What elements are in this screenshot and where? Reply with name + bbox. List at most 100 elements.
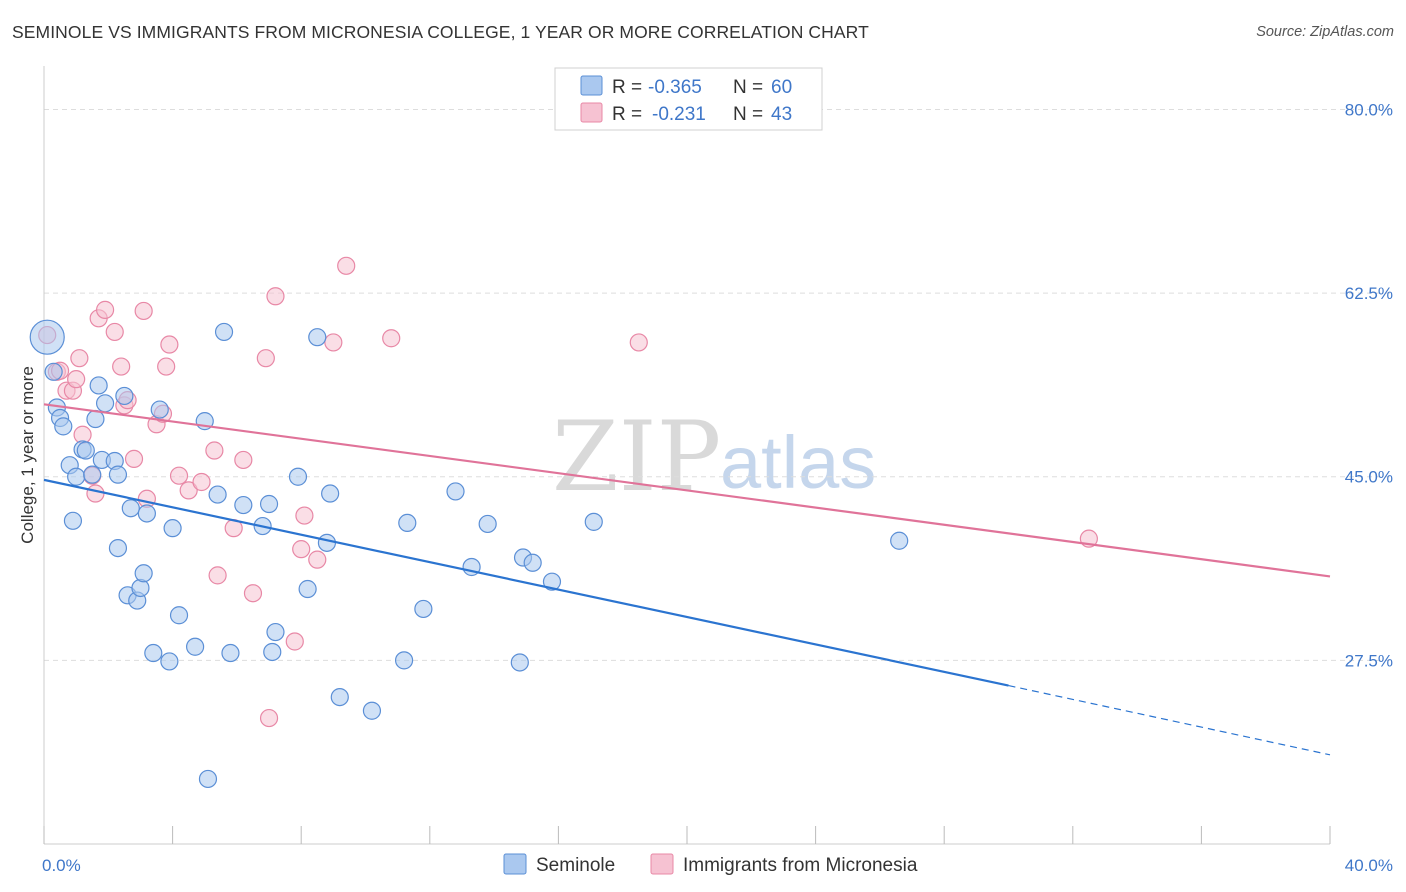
legend-r-value-2: -0.231 — [652, 104, 706, 125]
seminole-point-26 — [150, 400, 169, 419]
legend-bottom-swatch-seminole — [503, 853, 527, 875]
seminole-point-56 — [523, 553, 542, 572]
trend-lines — [43, 403, 1331, 756]
seminole-trend-line — [43, 478, 1009, 687]
micronesia-point-34 — [285, 632, 304, 651]
micronesia-point-21 — [157, 357, 176, 376]
micronesia-point-9 — [86, 484, 105, 503]
seminole-point-58 — [584, 512, 603, 531]
series-seminole-points — [29, 319, 909, 789]
series-micronesia-points — [38, 256, 1098, 728]
seminole-point-40 — [266, 622, 285, 642]
seminole-point-23 — [134, 564, 153, 583]
micronesia-point-23 — [169, 466, 189, 485]
legend-n-value-2: 43 — [771, 104, 792, 125]
micronesia-point-33 — [266, 287, 285, 306]
seminole-point-12 — [89, 376, 108, 395]
seminole-point-39 — [263, 642, 282, 662]
micronesia-trend-line — [43, 403, 1331, 578]
seminole-point-16 — [108, 465, 128, 484]
seminole-point-53 — [478, 514, 497, 534]
micronesia-point-29 — [234, 450, 253, 470]
x-tick-labels: 0.0% 40.0% — [42, 856, 1393, 875]
y-axis-label: College, 1 year or more — [18, 366, 37, 544]
micronesia-point-24 — [179, 481, 198, 500]
legend-bottom-swatch-micronesia — [650, 853, 674, 875]
legend-r-label-2: R = — [612, 104, 642, 125]
seminole-point-7 — [67, 467, 86, 486]
seminole-point-54 — [510, 653, 529, 672]
micronesia-point-41 — [629, 333, 648, 352]
seminole-point-48 — [394, 651, 414, 670]
seminole-point-20 — [121, 499, 140, 518]
micronesia-point-40 — [382, 329, 401, 348]
y-tick-label-1: 45.0% — [1345, 468, 1393, 487]
seminole-point-43 — [308, 328, 327, 347]
micronesia-point-39 — [337, 256, 356, 275]
seminole-point-10 — [83, 465, 102, 484]
seminole-point-27 — [160, 652, 179, 671]
seminole-point-30 — [186, 637, 205, 656]
seminole-point-34 — [214, 322, 234, 342]
x-tick-label-min: 0.0% — [42, 856, 81, 875]
seminole-point-44 — [317, 533, 337, 552]
seminole-point-32 — [198, 769, 218, 789]
y-tick-label-0: 27.5% — [1345, 651, 1393, 670]
seminole-point-6 — [63, 511, 83, 530]
seminole-point-45 — [321, 484, 340, 503]
seminole-point-29 — [169, 606, 189, 625]
micronesia-point-12 — [105, 322, 124, 342]
seminole-point-4 — [54, 417, 73, 436]
seminole-point-36 — [234, 495, 253, 515]
micronesia-point-16 — [124, 449, 144, 469]
seminole-point-41 — [288, 467, 308, 486]
legend-top: R = -0.365 N = 60 R = -0.231 N = 43 — [554, 67, 823, 131]
seminole-point-50 — [414, 599, 433, 619]
seminole-point-38 — [259, 494, 279, 514]
x-tick-label-max: 40.0% — [1345, 856, 1393, 875]
micronesia-point-26 — [205, 441, 224, 460]
watermark: ZIP atlas — [552, 401, 876, 513]
axes — [43, 66, 1331, 845]
legend-n-label-2: N = — [733, 104, 763, 125]
micronesia-point-17 — [134, 301, 153, 321]
seminole-point-17 — [108, 538, 128, 558]
seminole-trend-extension — [1008, 684, 1331, 756]
seminole-point-14 — [95, 394, 115, 413]
seminole-point-24 — [137, 504, 156, 523]
seminole-point-35 — [221, 643, 240, 663]
seminole-point-33 — [208, 485, 227, 504]
legend-n-value-1: 60 — [771, 77, 792, 98]
micronesia-point-5 — [67, 370, 86, 389]
seminole-point-25 — [144, 643, 163, 663]
micronesia-point-32 — [259, 708, 279, 728]
seminole-point-46 — [330, 687, 349, 707]
legend-bottom-label-seminole: Seminole — [536, 855, 615, 876]
chart-source: Source: ZipAtlas.com — [1256, 24, 1394, 40]
seminole-point-9 — [76, 441, 95, 460]
legend-bottom-label-micronesia: Immigrants from Micronesia — [683, 855, 918, 876]
micronesia-point-22 — [160, 335, 179, 354]
legend-swatch-micronesia — [580, 102, 603, 123]
y-tick-label-2: 62.5% — [1345, 284, 1393, 303]
micronesia-point-27 — [208, 566, 227, 585]
watermark-atlas: atlas — [720, 421, 876, 504]
y-tick-label-3: 80.0% — [1345, 100, 1393, 119]
seminole-point-47 — [362, 701, 382, 720]
micronesia-point-36 — [295, 506, 314, 525]
micronesia-point-25 — [192, 472, 211, 492]
seminole-point-49 — [398, 513, 417, 533]
micronesia-point-35 — [292, 540, 311, 559]
seminole-point-28 — [163, 519, 182, 538]
micronesia-point-11 — [95, 300, 115, 319]
legend-r-label-1: R = — [612, 77, 642, 98]
legend-r-value-1: -0.365 — [648, 77, 702, 98]
seminole-point-22 — [131, 578, 150, 598]
seminole-point-59 — [890, 531, 909, 550]
chart-title: SEMINOLE VS IMMIGRANTS FROM MICRONESIA C… — [12, 22, 869, 42]
seminole-point-42 — [298, 579, 317, 599]
seminole-point-51 — [446, 482, 465, 501]
grid-lines — [44, 108, 1394, 661]
seminole-point-18 — [115, 386, 134, 406]
